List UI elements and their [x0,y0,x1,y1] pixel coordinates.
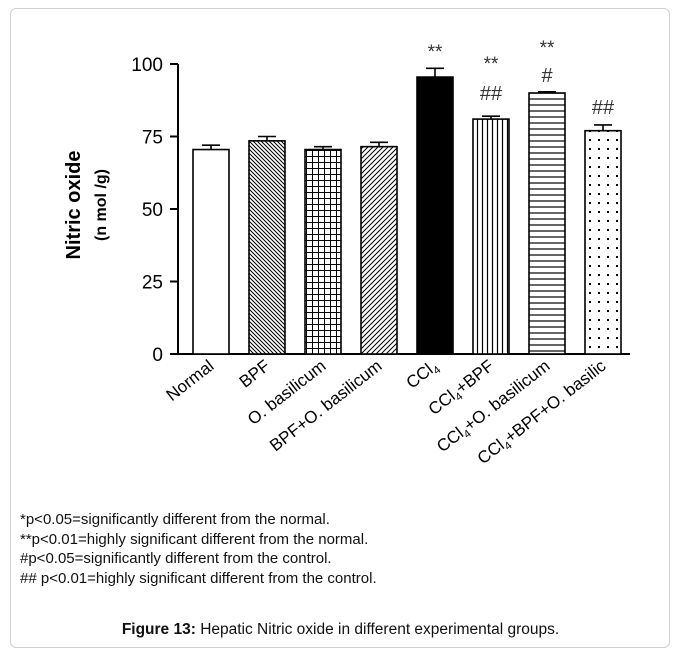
significance-mark: ** [484,54,499,75]
significance-mark: ** [540,38,555,59]
significance-mark: # [541,65,553,87]
x-tick-base: CCl [425,386,459,418]
bar [416,76,454,355]
x-tick-text: Normal [163,356,218,405]
x-tick-base: CCl [433,424,467,456]
bar [528,92,566,355]
x-tick-label: CCl4 [403,356,444,395]
y-axis-title: Nitric oxide [63,151,85,260]
figure-caption: Figure 13: Hepatic Nitric oxide in diffe… [0,621,681,639]
significance-mark: ** [428,42,443,63]
bars [192,67,622,355]
y-axis: 0 25 50 75 100 [131,55,179,366]
x-tick-label: BPF [236,356,274,391]
y-tick-label: 0 [152,345,163,366]
x-tick-label: Normal [163,356,218,405]
y-axis-label: Nitric oxide [63,151,85,260]
x-tick-text: CCl4 [403,356,444,395]
bar [192,148,230,355]
x-tick-base: Normal [163,356,218,405]
x-tick-base: CCl [474,436,508,468]
bar [304,148,342,355]
y-tick-label: 75 [142,128,163,149]
x-tick-rest: +BPF+O. basilic [501,356,610,447]
bar [360,145,398,355]
x-tick-rest: +BPF [452,356,498,397]
significance-notes: *p<0.05=significantly different from the… [20,510,660,588]
y-tick-label: 25 [142,273,163,294]
y-axis-unit: (n mol /g) [93,169,110,241]
bar [472,118,510,355]
caption-text: Hepatic Nitric oxide in different experi… [195,621,560,638]
significance-mark: ## [480,83,503,105]
bar [248,140,286,355]
bar [584,129,622,355]
y-ticks: 0 25 50 75 100 [131,55,178,366]
note-line: ## p<0.01=highly significant different f… [20,569,377,587]
x-tick-base: BPF [236,356,274,391]
significance-mark: ## [592,97,615,119]
bar-chart: 0 25 50 75 100 Nitric oxide (n mol /g) Norma… [63,38,630,468]
y-tick-label: 100 [131,55,163,76]
note-line: **p<0.01=highly significant different fr… [20,530,369,548]
significance-annotations: ****##**### [428,38,615,119]
x-tick-text: BPF [236,356,274,391]
x-tick-base: CCl [403,360,437,392]
y-axis-unit-title: (n mol /g) [93,169,110,241]
caption-label: Figure 13: [121,621,196,638]
note-line: #p<0.05=significantly different from the… [20,550,332,567]
y-tick-label: 50 [142,200,163,221]
note-line: *p<0.05=significantly different from the… [20,511,330,528]
